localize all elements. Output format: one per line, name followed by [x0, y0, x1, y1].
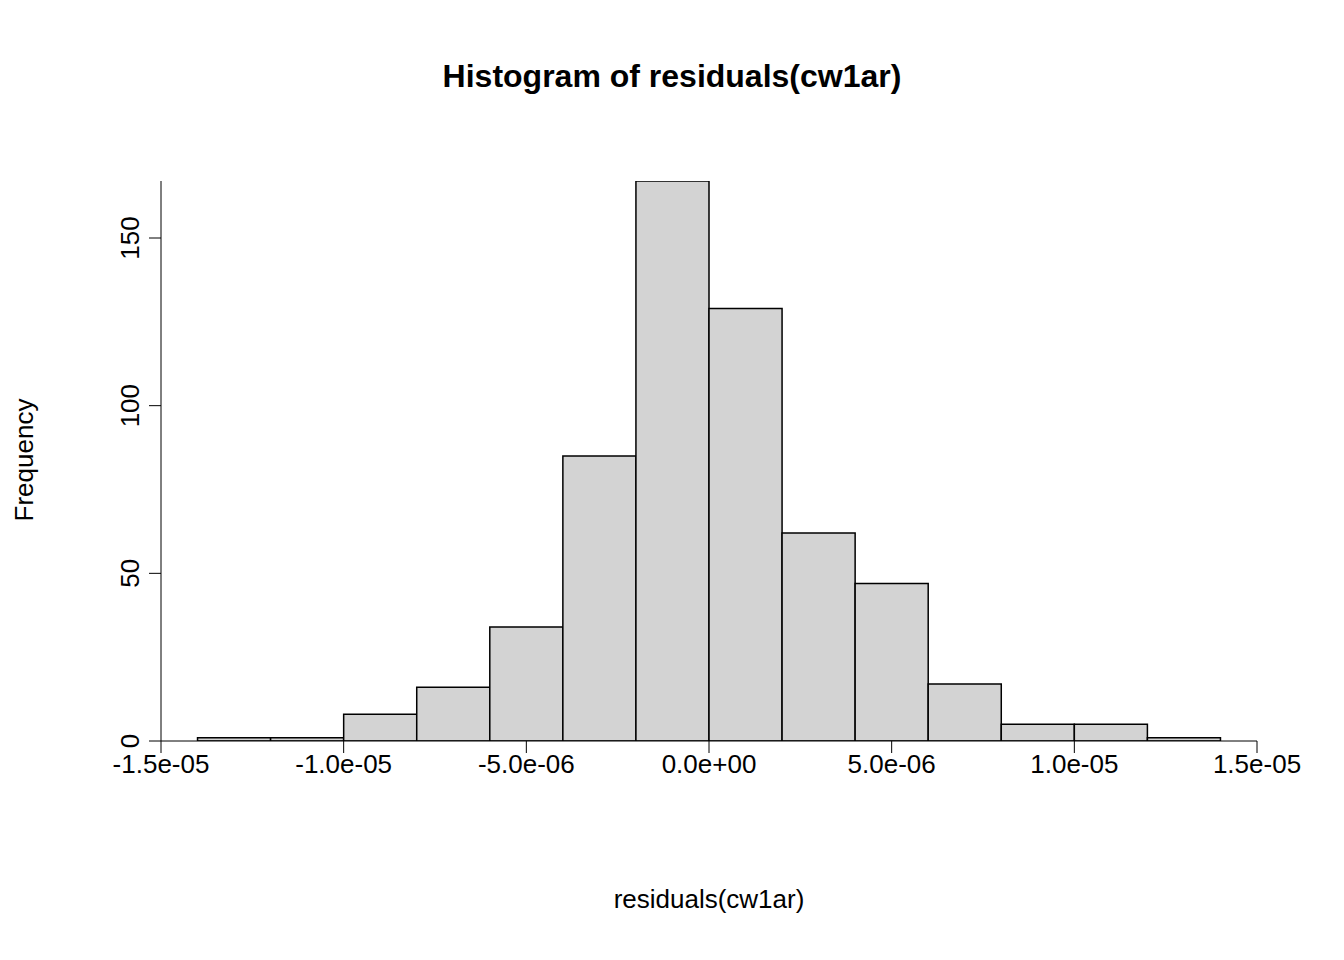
svg-text:50: 50 — [115, 559, 145, 588]
html-text:Histogram of residuals(cw1ar): Histogram of residuals(cw1ar) — [442, 58, 902, 94]
html-text:Frequency: Frequency — [9, 398, 39, 522]
svg-text:0: 0 — [115, 734, 145, 748]
svg-text:150: 150 — [115, 216, 145, 259]
svg-text:-1.0e-05: -1.0e-05 — [295, 749, 392, 779]
svg-text:-5.0e-06: -5.0e-06 — [478, 749, 575, 779]
svg-text:1.5e-05: 1.5e-05 — [1213, 749, 1301, 779]
html-text:residuals(cw1ar): residuals(cw1ar) — [613, 884, 805, 914]
svg-text:100: 100 — [115, 384, 145, 427]
svg-text:5.0e-06: 5.0e-06 — [848, 749, 936, 779]
svg-text:0.0e+00: 0.0e+00 — [662, 749, 757, 779]
svg-text:1.0e-05: 1.0e-05 — [1030, 749, 1118, 779]
svg-text:-1.5e-05: -1.5e-05 — [113, 749, 210, 779]
